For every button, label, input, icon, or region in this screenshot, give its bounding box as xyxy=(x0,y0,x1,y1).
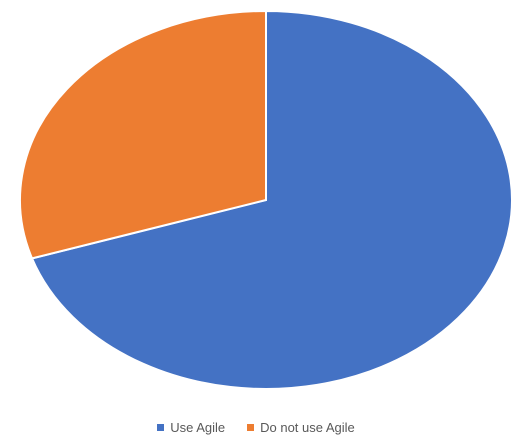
legend-item-use-agile: Use Agile xyxy=(157,420,225,435)
legend-label-do-not-use-agile: Do not use Agile xyxy=(260,420,355,435)
legend-label-use-agile: Use Agile xyxy=(170,420,226,435)
legend-swatch-do-not-use-agile xyxy=(247,424,255,431)
pie-slice-use-agile xyxy=(30,9,512,390)
legend-item-do-not-use-agile: Do not use Agile xyxy=(247,420,355,435)
chart-legend: Use Agile Do not use Agile xyxy=(0,420,512,435)
legend-swatch-use-agile xyxy=(157,424,165,431)
pie-slice-do-not-use-agile xyxy=(19,9,267,260)
